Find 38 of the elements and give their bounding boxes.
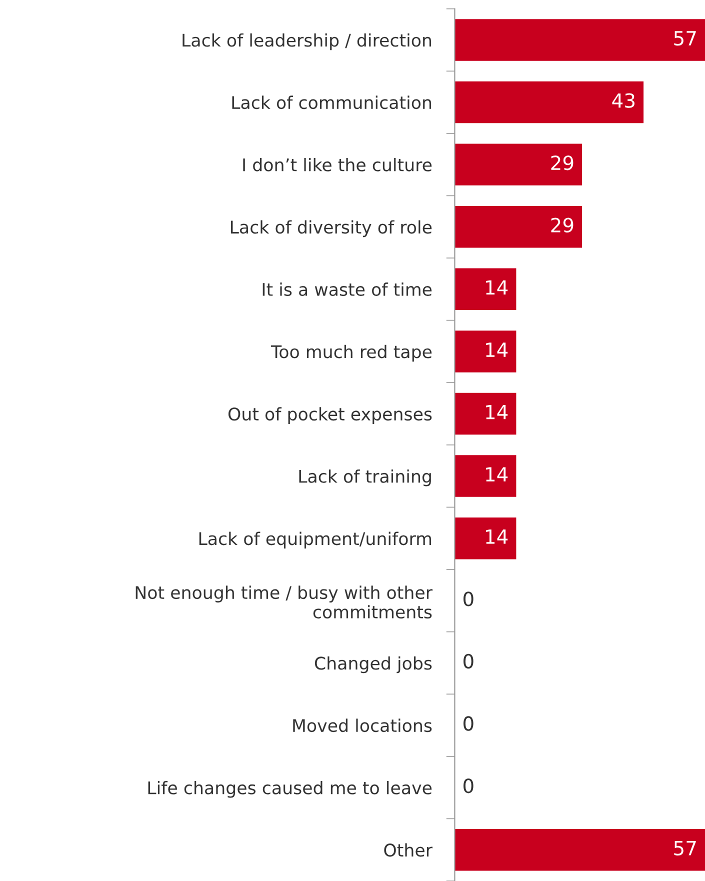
- y-tick-label: Not enough time / busy with other commitments: [136, 586, 433, 619]
- y-tick-label: Out of pocket expenses: [228, 407, 432, 424]
- data-label: 14: [486, 342, 508, 357]
- data-label: 14: [486, 530, 508, 544]
- y-tick-label: Other: [384, 843, 432, 857]
- data-label: 0: [464, 654, 474, 669]
- bar: [454, 206, 582, 248]
- data-label: 43: [612, 93, 634, 108]
- y-tick-label: It is a waste of time: [262, 282, 432, 296]
- data-label: 0: [464, 716, 474, 731]
- y-tick-label: Lack of diversity of role: [230, 220, 432, 238]
- data-label: 14: [486, 404, 508, 420]
- bar: [454, 268, 516, 310]
- bar: [454, 81, 644, 124]
- data-label: 29: [551, 218, 574, 232]
- bar: [454, 392, 516, 435]
- data-label: 57: [674, 841, 696, 856]
- y-tick-label: Lack of equipment/uniform: [199, 532, 432, 549]
- y-tick-label: Moved locations: [293, 718, 432, 732]
- y-tick-label: Too much red tape: [270, 344, 432, 362]
- bar: [454, 828, 705, 871]
- y-tick-label: Lack of leadership / direction: [182, 33, 432, 50]
- bar: [454, 517, 516, 560]
- data-label: 0: [464, 592, 474, 606]
- data-label: 14: [486, 280, 508, 295]
- data-label: 0: [464, 778, 474, 794]
- y-tick-label: Life changes caused me to leave: [148, 780, 432, 798]
- y-tick-label: Lack of communication: [232, 96, 432, 110]
- y-tick-label: Changed jobs: [314, 656, 432, 674]
- data-label: 14: [486, 467, 508, 482]
- bar: [454, 330, 516, 372]
- data-label: 29: [551, 155, 574, 170]
- y-tick-label: Lack of training: [299, 469, 431, 486]
- data-label: 57: [674, 31, 696, 46]
- bar: [454, 455, 516, 497]
- bar: [454, 144, 582, 186]
- bar: [454, 19, 705, 61]
- y-tick-label: I don’t like the culture: [243, 158, 432, 172]
